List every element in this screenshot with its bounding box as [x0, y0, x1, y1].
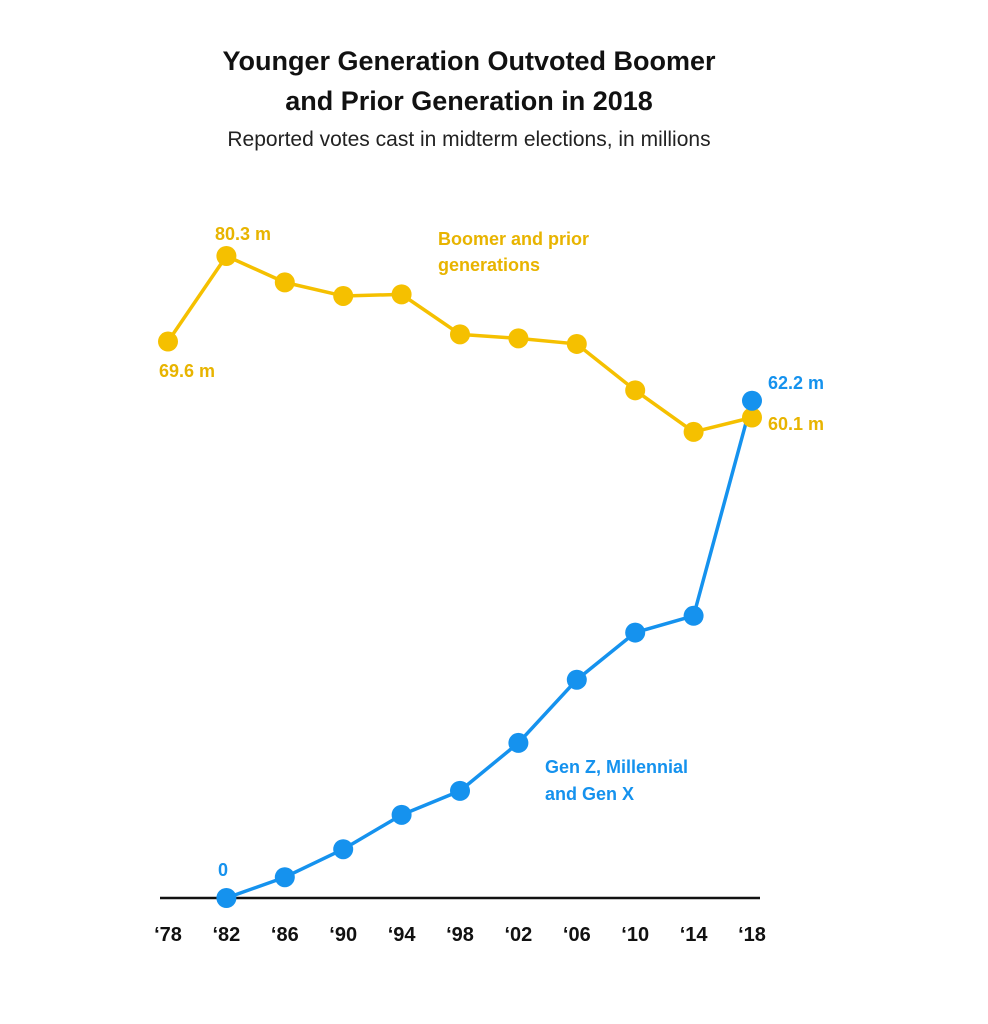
- series-label-boomer-line-1: Boomer and prior: [438, 229, 589, 249]
- series-label-boomer-line-2: generations: [438, 255, 540, 275]
- x-tick-label: ‘86: [271, 924, 299, 946]
- data-point-boomer: [158, 331, 178, 352]
- data-point-genz: [274, 867, 295, 888]
- x-tick-label: ‘94: [388, 924, 417, 946]
- chart-title-line-2: and Prior Generation in 2018: [285, 86, 653, 116]
- data-point-boomer: [625, 380, 646, 401]
- x-tick-label: ‘02: [504, 924, 532, 946]
- data-point-boomer: [274, 272, 295, 293]
- data-point-genz: [216, 888, 237, 908]
- data-point-boomer: [742, 407, 762, 428]
- data-point-genz: [333, 839, 354, 860]
- data-point-boomer: [333, 285, 354, 306]
- chart-subtitle: Reported votes cast in midterm elections…: [227, 128, 711, 151]
- x-tick-label: ‘82: [212, 924, 240, 946]
- data-point-genz: [566, 669, 587, 690]
- series-line-genz: [225, 400, 754, 900]
- x-tick-label: ‘98: [446, 924, 474, 946]
- data-point-genz: [450, 780, 470, 801]
- data-point-boomer: [216, 246, 237, 266]
- chart-title-line-1: Younger Generation Outvoted Boomer: [222, 46, 716, 76]
- data-point-genz: [508, 732, 529, 753]
- series-points-boomer: [158, 246, 762, 442]
- x-tick-label: ‘90: [329, 924, 357, 946]
- data-point-genz: [391, 804, 412, 825]
- series-label-genz-line-1: Gen Z, Millennial: [545, 757, 688, 777]
- data-point-boomer: [508, 328, 529, 349]
- label-boomer-start: 69.6 m: [159, 361, 215, 381]
- x-tick-label: ‘18: [738, 924, 766, 946]
- data-point-genz: [742, 390, 762, 411]
- x-tick-label: ‘06: [563, 924, 591, 946]
- data-point-genz: [683, 605, 704, 626]
- data-point-boomer: [566, 333, 587, 354]
- x-axis-ticks: ‘78 ‘82 ‘86 ‘90 ‘94 ‘98 ‘02 ‘06 ‘10 ‘14 ‘18: [154, 924, 766, 946]
- data-point-boomer: [683, 421, 704, 442]
- x-tick-label: ‘10: [621, 924, 649, 946]
- series-label-genz-line-2: and Gen X: [545, 784, 634, 804]
- data-point-boomer: [391, 284, 412, 305]
- series-points-genz: [216, 390, 762, 908]
- data-point-genz: [625, 622, 646, 643]
- label-genz-end: 62.2 m: [768, 373, 824, 393]
- x-tick-label: ‘78: [154, 924, 182, 946]
- label-boomer-end: 60.1 m: [768, 414, 824, 434]
- label-boomer-peak: 80.3 m: [215, 224, 271, 244]
- data-point-boomer: [450, 324, 470, 345]
- x-tick-label: ‘14: [680, 924, 709, 946]
- label-genz-start: 0: [218, 860, 228, 880]
